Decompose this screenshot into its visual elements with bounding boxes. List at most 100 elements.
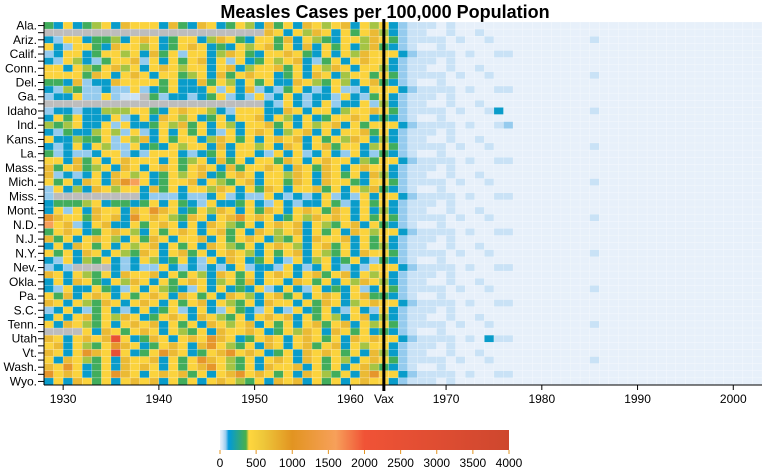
heatmap-cell — [704, 256, 715, 265]
heatmap-cell — [742, 228, 753, 236]
heatmap-cell — [407, 370, 418, 379]
heatmap-cell — [675, 114, 686, 122]
heatmap-cell — [53, 192, 64, 201]
heatmap-cell — [101, 292, 112, 300]
heatmap-cell — [350, 185, 361, 194]
heatmap-cell — [321, 43, 332, 51]
heatmap-cell — [551, 370, 562, 379]
heatmap-cell — [627, 135, 638, 144]
heatmap-cell — [560, 164, 571, 172]
heatmap-cell — [330, 114, 342, 122]
heatmap-cell — [292, 249, 303, 258]
heatmap-cell — [129, 178, 140, 186]
heatmap-cell — [244, 43, 255, 51]
heatmap-cell — [158, 363, 169, 372]
heatmap-cell — [350, 164, 361, 172]
heatmap-cell — [503, 107, 514, 115]
heatmap-cell — [330, 334, 342, 343]
heatmap-cell — [618, 164, 629, 172]
heatmap-cell — [139, 306, 150, 315]
y-tick-label: Mass. — [5, 161, 37, 175]
heatmap-cell — [531, 228, 543, 236]
heatmap-cell — [503, 363, 514, 372]
heatmap-cell — [168, 43, 179, 51]
heatmap-cell — [397, 256, 409, 265]
heatmap-cell — [484, 313, 495, 322]
heatmap-cell — [388, 363, 399, 372]
heatmap-cell — [417, 149, 428, 158]
heatmap-cell — [359, 64, 370, 73]
heatmap-cell — [206, 256, 217, 265]
heatmap-cell — [474, 85, 485, 94]
heatmap-cell — [273, 313, 284, 322]
heatmap-cell — [53, 43, 64, 51]
heatmap-cell — [589, 78, 600, 87]
heatmap-cell — [149, 156, 160, 165]
heatmap-cell — [675, 64, 686, 73]
heatmap-cell — [225, 263, 236, 272]
heatmap-cell — [579, 71, 590, 80]
heatmap-cell — [283, 107, 294, 115]
heatmap-cell — [168, 156, 179, 165]
heatmap-cell — [43, 199, 54, 208]
y-tick-label: Ind. — [17, 118, 37, 132]
heatmap-cell — [350, 334, 361, 343]
heatmap-cell — [484, 377, 495, 386]
heatmap-cell — [350, 370, 361, 379]
heatmap-cell — [225, 306, 236, 315]
heatmap-cell — [512, 21, 523, 30]
heatmap-cell — [560, 213, 571, 222]
heatmap-cell — [120, 206, 131, 215]
heatmap-cell — [311, 43, 322, 51]
heatmap-cell — [302, 228, 313, 236]
heatmap-cell — [350, 57, 361, 65]
heatmap-cell — [216, 306, 227, 315]
heatmap-cell — [321, 164, 332, 172]
heatmap-cell — [752, 78, 763, 87]
heatmap-cell — [723, 306, 734, 315]
heatmap-cell — [694, 192, 705, 201]
heatmap-cell — [589, 43, 600, 51]
heatmap-cell — [340, 50, 351, 58]
heatmap-cell — [216, 270, 227, 279]
heatmap-cell — [685, 178, 696, 186]
heatmap-cell — [397, 21, 409, 30]
heatmap-cell — [196, 342, 207, 350]
heatmap-cell — [522, 114, 533, 122]
heatmap-cell — [742, 85, 753, 94]
heatmap-cell — [216, 277, 227, 286]
heatmap-cell — [82, 185, 93, 194]
heatmap-cell — [369, 64, 380, 73]
heatmap-cell — [91, 107, 102, 115]
heatmap-cell — [62, 78, 73, 87]
heatmap-cell — [704, 206, 715, 215]
heatmap-cell — [541, 92, 552, 101]
heatmap-cell — [216, 171, 227, 179]
y-tick-label: Del. — [16, 76, 37, 90]
heatmap-cell — [91, 43, 102, 51]
heatmap-cell — [244, 178, 255, 186]
heatmap-cell — [752, 185, 763, 194]
heatmap-cell — [742, 92, 753, 101]
heatmap-cell — [503, 221, 514, 229]
heatmap-cell — [704, 313, 715, 322]
heatmap-cell — [72, 21, 83, 30]
heatmap-cell — [158, 192, 169, 201]
heatmap-cell — [330, 228, 342, 236]
heatmap-cell — [618, 320, 629, 329]
heatmap-cell — [723, 64, 734, 73]
heatmap-cell — [120, 334, 131, 343]
heatmap-cell — [129, 135, 140, 144]
heatmap-cell — [388, 327, 399, 336]
heatmap-cell — [216, 35, 227, 44]
heatmap-cell — [397, 213, 409, 222]
heatmap-cell — [330, 285, 342, 293]
heatmap-cell — [177, 92, 188, 101]
heatmap-cell — [168, 92, 179, 101]
heatmap-cell — [187, 277, 198, 286]
heatmap-cell — [503, 213, 514, 222]
heatmap-cell — [120, 292, 131, 300]
heatmap-cell — [254, 149, 265, 158]
heatmap-cell — [254, 121, 265, 130]
heatmap-cell — [311, 135, 322, 144]
